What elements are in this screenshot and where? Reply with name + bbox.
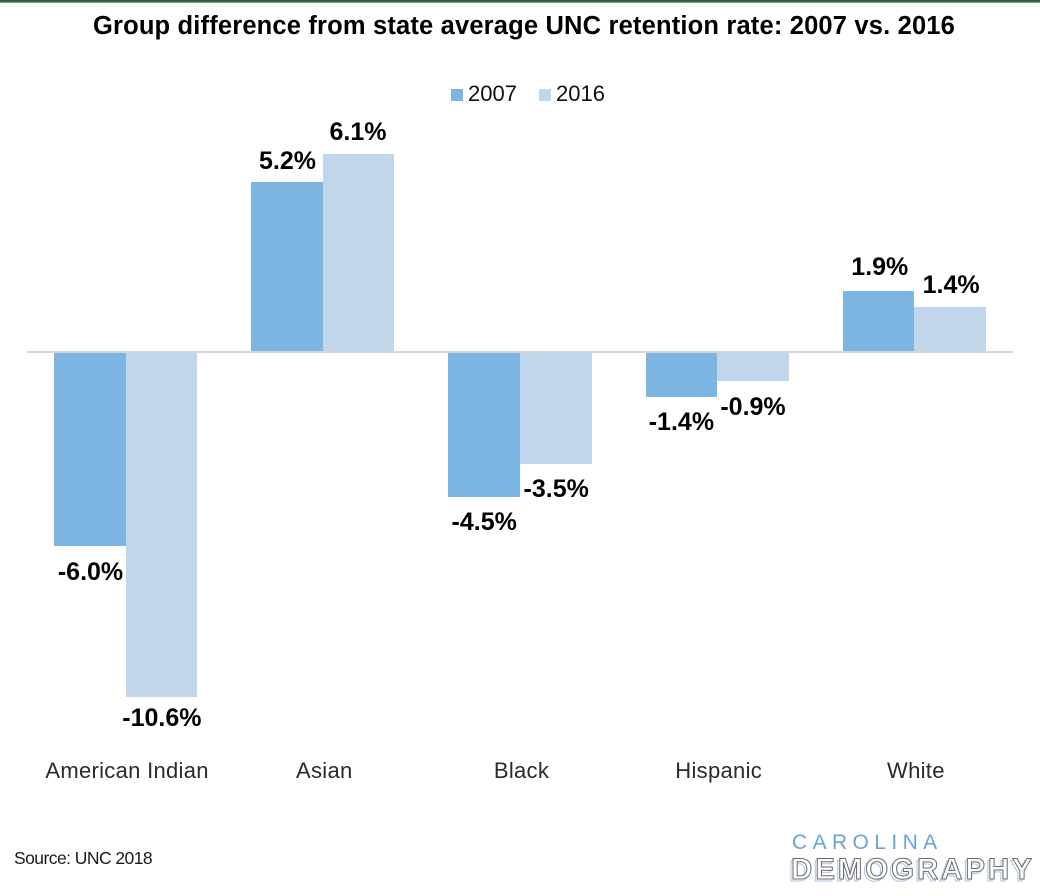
svg-text:DEMOGRAPHY: DEMOGRAPHY: [791, 853, 1035, 886]
svg-text:CAROLINA: CAROLINA: [792, 831, 943, 854]
svg-text:DEMOGRAPHY: DEMOGRAPHY: [789, 855, 1033, 888]
